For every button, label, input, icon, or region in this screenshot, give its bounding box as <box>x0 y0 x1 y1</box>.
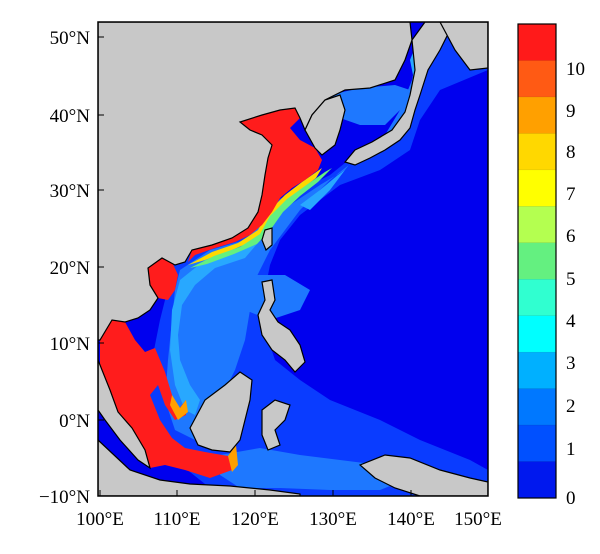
ocean-level-2 <box>165 30 428 490</box>
land-sulawesi <box>261 399 291 451</box>
lat-ticks <box>98 36 104 497</box>
lat-label-50: 50°N <box>50 28 91 49</box>
high-region-north <box>188 108 322 262</box>
land-indochina-peninsula <box>98 359 152 470</box>
colorbar-label-0: 0 <box>566 488 576 509</box>
lon-label-120: 120°E <box>231 509 279 530</box>
colorbar-label-3: 3 <box>566 353 576 374</box>
colorbar-frame <box>517 23 557 499</box>
lon-label-110: 110°E <box>154 509 201 530</box>
colorbar-band-10+ <box>518 24 556 61</box>
lon-label-150: 150°E <box>454 509 502 530</box>
land-new-guinea <box>358 454 488 496</box>
land-asia <box>98 22 413 341</box>
colorbar-band-7-8 <box>518 133 556 171</box>
lat-label-10: 10°N <box>50 334 91 355</box>
colorbar-labels: 10 9 8 7 6 5 4 3 2 1 0 <box>566 59 585 509</box>
colorbar-label-4: 4 <box>566 311 576 332</box>
lat-label-20: 20°N <box>50 258 91 279</box>
colorbar-band-0-1 <box>518 388 556 426</box>
colorbar <box>518 24 556 499</box>
map-area <box>98 22 488 496</box>
colorbar-band-below-0 <box>518 461 556 499</box>
colorbar-band-1-2 <box>518 352 556 390</box>
lat-label-40: 40°N <box>50 106 91 127</box>
lat-label-0: 0°N <box>59 411 90 432</box>
lon-label-130: 130°E <box>309 509 357 530</box>
lat-label-30: 30°N <box>50 181 91 202</box>
land-korea <box>304 94 346 156</box>
colorbar-band-2-3 <box>518 315 556 353</box>
colorbar-band-3-4 <box>518 279 556 317</box>
colorbar-band-8-9 <box>518 96 556 134</box>
lon-label-140: 140°E <box>387 509 435 530</box>
plot-frame <box>97 21 489 497</box>
land-eastern-island <box>439 22 488 71</box>
coastal-gradient <box>188 168 322 265</box>
land-japan <box>343 22 451 166</box>
high-region-south-edge <box>170 395 238 472</box>
colorbar-band-4-5 <box>518 242 556 280</box>
colorbar-band-6-7 <box>518 169 556 207</box>
colorbar-label-7: 7 <box>566 184 576 205</box>
high-region-south <box>100 258 232 478</box>
lon-labels: 100°E 110°E 120°E 130°E 140°E 150°E <box>76 509 502 530</box>
colorbar-label-6: 6 <box>566 226 576 247</box>
colorbar-band-5-6 <box>518 206 556 244</box>
land-sumatra-java <box>98 439 301 496</box>
lon-label-100: 100°E <box>76 509 124 530</box>
land-philippines <box>257 279 306 373</box>
coastal-gradient-green <box>190 168 332 268</box>
colorbar-band-9-10 <box>518 60 556 98</box>
land-borneo <box>189 371 253 453</box>
colorbar-label-10: 10 <box>566 59 585 80</box>
colorbar-label-8: 8 <box>566 142 576 163</box>
colorbar-label-2: 2 <box>566 396 576 417</box>
lat-labels: 50°N 40°N 30°N 20°N 10°N 0°N −10°N <box>39 28 90 508</box>
land-taiwan <box>261 227 273 251</box>
lon-ticks <box>99 490 489 496</box>
colorbar-label-1: 1 <box>566 439 576 460</box>
colorbar-label-5: 5 <box>566 269 576 290</box>
lat-label-minus10: −10°N <box>39 487 90 508</box>
colorbar-band-0 <box>518 425 556 463</box>
colorbar-label-9: 9 <box>566 101 576 122</box>
